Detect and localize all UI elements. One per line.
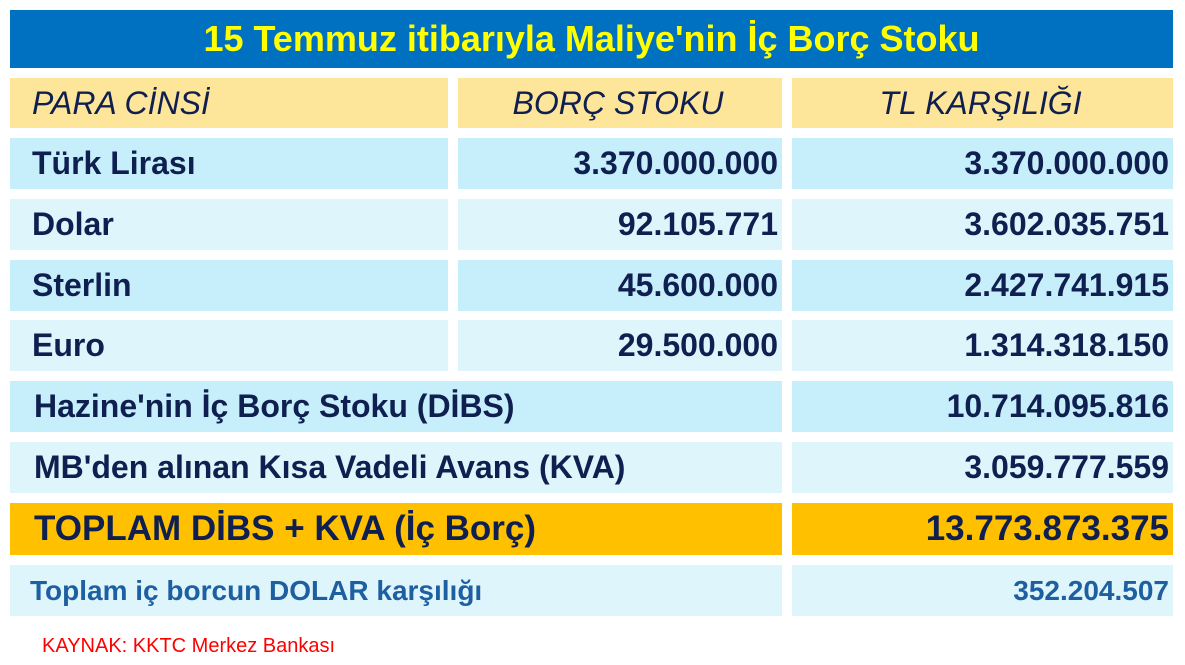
row-currency: Sterlin xyxy=(10,260,448,311)
row-stock: 3.370.000.000 xyxy=(458,138,782,189)
dollar-value: 352.204.507 xyxy=(792,565,1173,616)
row-tl: 2.427.741.915 xyxy=(792,260,1173,311)
row-currency: Euro xyxy=(10,320,448,371)
kva-label: MB'den alınan Kısa Vadeli Avans (KVA) xyxy=(10,442,782,493)
dibs-value: 10.714.095.816 xyxy=(792,381,1173,432)
source-note: KAYNAK: KKTC Merkez Bankası xyxy=(42,635,336,657)
row-stock: 45.600.000 xyxy=(458,260,782,311)
kva-value: 3.059.777.559 xyxy=(792,442,1173,493)
row-stock: 92.105.771 xyxy=(458,199,782,250)
table-title: 15 Temmuz itibarıyla Maliye'nin İç Borç … xyxy=(10,10,1173,68)
row-currency: Türk Lirası xyxy=(10,138,448,189)
row-tl: 1.314.318.150 xyxy=(792,320,1173,371)
header-tl: TL KARŞILIĞI xyxy=(792,78,1173,128)
total-label: TOPLAM DİBS + KVA (İç Borç) xyxy=(10,503,782,555)
row-tl: 3.370.000.000 xyxy=(792,138,1173,189)
header-currency: PARA CİNSİ xyxy=(10,78,448,128)
dibs-label: Hazine'nin İç Borç Stoku (DİBS) xyxy=(10,381,782,432)
row-tl: 3.602.035.751 xyxy=(792,199,1173,250)
total-value: 13.773.873.375 xyxy=(792,503,1173,555)
header-stock: BORÇ STOKU xyxy=(458,78,782,128)
row-stock: 29.500.000 xyxy=(458,320,782,371)
dollar-label: Toplam iç borcun DOLAR karşılığı xyxy=(10,565,782,616)
row-currency: Dolar xyxy=(10,199,448,250)
